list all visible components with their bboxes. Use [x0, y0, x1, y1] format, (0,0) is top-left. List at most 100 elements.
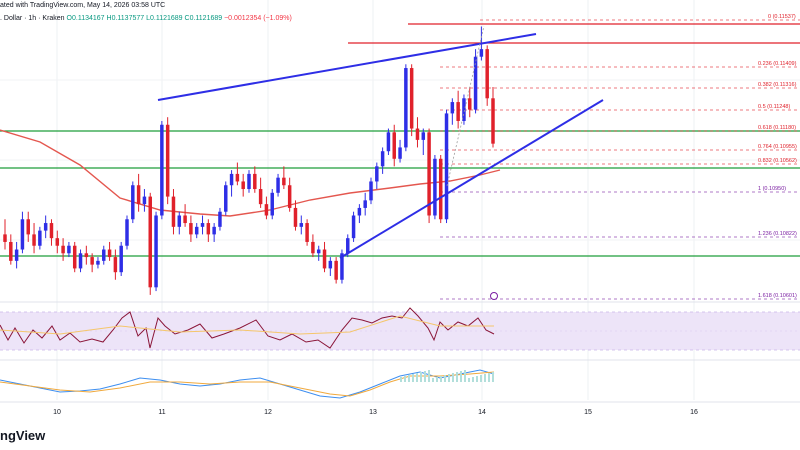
- candle-bearish: [264, 204, 269, 216]
- candle-bullish: [398, 147, 402, 159]
- candle-bullish: [380, 151, 385, 167]
- candle-bearish: [72, 245, 77, 269]
- candle-bullish: [316, 249, 321, 254]
- x-tick-label: 16: [690, 409, 698, 416]
- symbol-info: . Dollar · 1h · Kraken: [0, 15, 65, 22]
- candle-bullish: [14, 249, 19, 261]
- fib-level-label: 0.764 (0.10955): [758, 144, 797, 150]
- macd-histogram-bar: [460, 371, 462, 382]
- candle-bearish: [415, 128, 420, 140]
- macd-histogram-bar: [464, 370, 466, 382]
- fib-level-label: 0.236 (0.11409): [758, 61, 797, 67]
- macd-line: [0, 369, 495, 399]
- macd-histogram-bar: [408, 375, 410, 382]
- candle-bearish: [427, 132, 431, 216]
- x-tick-label: 13: [369, 409, 377, 416]
- fib-level-label: 0.618 (0.11180): [758, 125, 796, 131]
- candle-bearish: [206, 223, 211, 235]
- candle-bearish: [189, 223, 193, 235]
- candle-bearish: [438, 158, 443, 220]
- macd-histogram-bar: [444, 375, 446, 382]
- candle-bullish: [102, 249, 106, 261]
- fib-level-label: 1.236 (0.10822): [758, 231, 797, 237]
- candle-bullish: [67, 245, 71, 254]
- candle-bearish: [409, 68, 414, 129]
- low-value: L0.1121689: [146, 15, 183, 22]
- candle-bullish: [299, 223, 304, 227]
- candle-bullish: [270, 192, 274, 216]
- macd-histogram-bar: [400, 377, 402, 382]
- candle-bearish: [293, 207, 298, 227]
- candle-bearish: [9, 241, 13, 261]
- chart-header-line1: ated with TradingView.com, May 14, 2026 …: [0, 2, 165, 9]
- candle-bullish: [78, 253, 83, 269]
- candle-bullish: [479, 49, 484, 57]
- fib-level-label: 0.5 (0.11248): [758, 104, 790, 110]
- candle-bearish: [322, 249, 327, 269]
- rsi-line: [0, 307, 495, 349]
- candle-bullish: [386, 132, 391, 152]
- fib-anchor-marker: [490, 292, 498, 300]
- macd-histogram-bar: [432, 378, 434, 382]
- macd-histogram-bar: [488, 373, 490, 382]
- candle-bearish: [136, 185, 141, 205]
- rsi-ma-line: [0, 315, 494, 335]
- fib-level-label: 1 (0.10950): [758, 186, 786, 192]
- candle-bearish: [148, 196, 152, 288]
- candle-bullish: [351, 215, 356, 239]
- change-value: −0.0012354 (−1.09%): [224, 15, 292, 22]
- candle-bearish: [113, 257, 118, 273]
- candle-bearish: [183, 215, 187, 224]
- macd-histogram-bar: [472, 377, 474, 382]
- candle-bullish: [131, 185, 135, 220]
- candle-bullish: [369, 181, 373, 201]
- candle-bullish: [473, 56, 478, 110]
- macd-histogram-bar: [468, 378, 470, 382]
- candle-bullish: [229, 173, 234, 186]
- candle-bearish: [258, 189, 263, 205]
- candle-bullish: [340, 253, 344, 280]
- candle-bullish: [38, 230, 42, 246]
- candle-bullish: [328, 260, 333, 269]
- candle-bullish: [154, 215, 158, 288]
- candle-bearish: [171, 196, 176, 227]
- fib-level-label: 0 (0.11537): [768, 14, 796, 20]
- macd-histogram-bar: [424, 371, 426, 382]
- candle-bearish: [491, 98, 495, 144]
- candle-bullish: [346, 238, 350, 254]
- upper-trendline: [157, 33, 537, 101]
- candle-bearish: [287, 185, 292, 208]
- candle-bullish: [96, 260, 100, 265]
- high-value: H0.1137577: [106, 15, 145, 22]
- candle-bullish: [200, 223, 205, 227]
- candle-bullish: [218, 211, 222, 227]
- candle-bearish: [468, 98, 472, 110]
- macd-histogram-bar: [404, 376, 406, 382]
- candle-bullish: [194, 226, 199, 235]
- candle-bearish: [61, 245, 65, 254]
- macd-signal-line: [0, 371, 495, 397]
- macd-histogram-bar: [452, 373, 454, 382]
- fib-level-label: 0.382 (0.11316): [758, 82, 797, 88]
- candle-bearish: [26, 219, 30, 235]
- candle-bullish: [43, 223, 48, 231]
- candle-bullish: [421, 132, 426, 140]
- macd-histogram-bar: [436, 377, 438, 382]
- candle-bullish: [224, 185, 228, 212]
- candle-bullish: [433, 158, 437, 216]
- macd-histogram-bar: [480, 375, 482, 382]
- candle-bearish: [334, 260, 338, 280]
- x-tick-label: 10: [53, 409, 61, 416]
- candle-bullish: [247, 173, 251, 190]
- tradingview-logo[interactable]: ngView: [0, 428, 45, 443]
- x-tick-label: 14: [478, 409, 486, 416]
- candle-bullish: [125, 219, 129, 246]
- macd-histogram-bar: [412, 374, 414, 382]
- macd-histogram-bar: [420, 372, 422, 382]
- candle-bullish: [357, 207, 362, 216]
- candle-bearish: [241, 181, 245, 190]
- candle-bullish: [363, 200, 367, 208]
- candle-bullish: [462, 98, 466, 121]
- fib-level-label: 1.618 (0.10601): [758, 293, 797, 299]
